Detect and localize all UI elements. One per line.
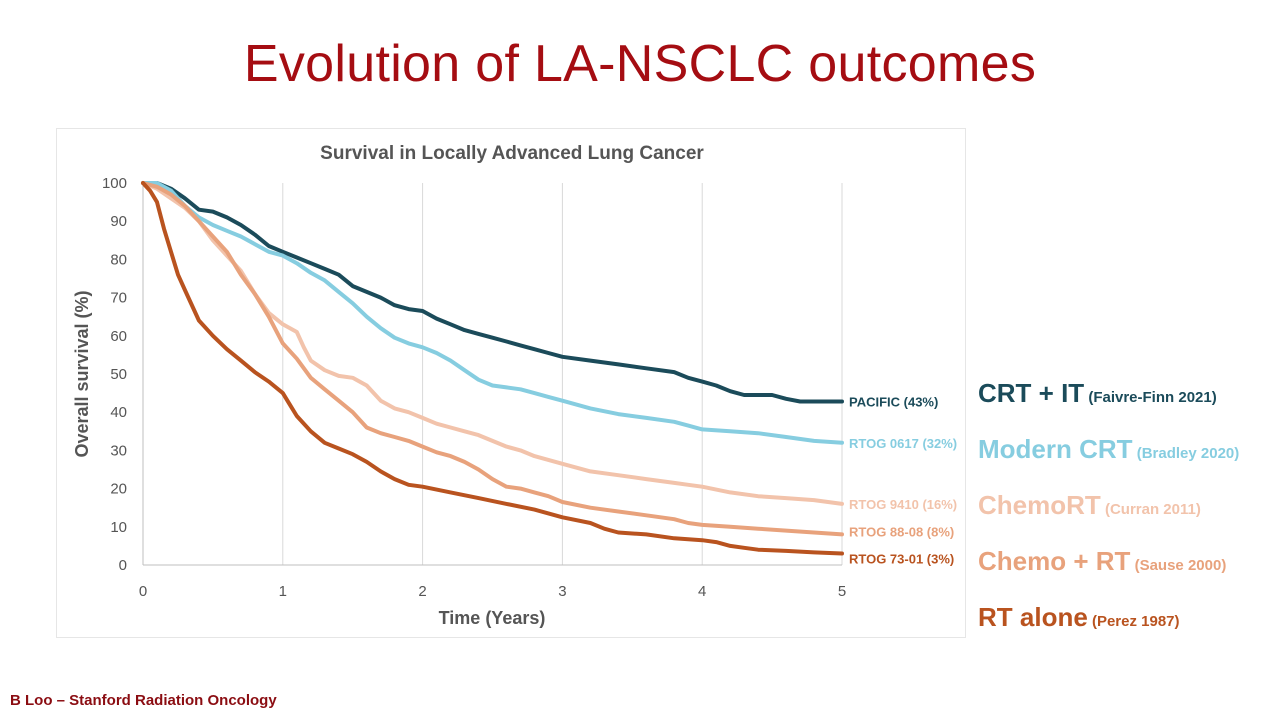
legend-item-citation: (Faivre-Finn 2021) [1084,389,1217,406]
series-end-label: RTOG 73-01 (3%) [849,552,954,567]
series-line-rtog-73-01-3 [141,181,844,556]
y-tick-label: 50 [110,366,127,383]
series-lines [141,181,844,556]
legend-item-citation: (Sause 2000) [1130,557,1227,574]
x-tick-label: 4 [698,583,706,600]
legend-item-label: ChemoRT [978,490,1101,520]
y-tick-label: 10 [110,519,127,536]
chart-panel: Survival in Locally Advanced Lung Cancer… [56,128,966,638]
y-tick-label: 90 [110,213,127,230]
survival-chart: Survival in Locally Advanced Lung Cancer… [72,143,957,628]
y-tick-label: 70 [110,290,127,307]
x-axis-label: Time (Years) [439,608,546,628]
series-line-pacific-43 [141,181,844,404]
y-tick-label: 80 [110,251,127,268]
legend-item-citation: (Curran 2011) [1100,501,1201,518]
legend-item: Modern CRT (Bradley 2020) [978,434,1239,465]
series-line-rtog-0617-32 [141,181,844,445]
x-tick-label: 2 [418,583,426,600]
series-end-label: RTOG 88-08 (8%) [849,524,954,539]
legend-item: Chemo + RT (Sause 2000) [978,546,1226,577]
legend-item-label: CRT + IT [978,378,1085,408]
chart-title: Survival in Locally Advanced Lung Cancer [320,143,704,164]
y-tick-label: 40 [110,404,127,421]
y-tick-label: 0 [119,557,127,574]
legend-item: CRT + IT (Faivre-Finn 2021) [978,378,1217,409]
legend-item: ChemoRT (Curran 2011) [978,490,1201,521]
legend-item-label: Modern CRT [978,434,1133,464]
series-end-label: RTOG 9410 (16%) [849,497,957,512]
slide-title: Evolution of LA-NSCLC outcomes [243,35,1037,93]
series-end-labels: PACIFIC (43%) RTOG 0617 (32%) RTOG 9410 (1… [849,395,957,567]
y-tick-label: 100 [102,175,127,192]
y-axis-label: Overall survival (%) [72,290,92,457]
legend-item-label: Chemo + RT [978,546,1131,576]
x-tick-label: 3 [558,583,566,600]
y-tick-label: 60 [110,328,127,345]
legend-item: RT alone (Perez 1987) [978,602,1180,633]
y-tick-label: 30 [110,442,127,459]
series-end-label: RTOG 0617 (32%) [849,436,957,451]
y-tick-label: 20 [110,481,127,498]
series-line-rtog-88-08-8 [141,181,844,537]
legend-item-citation: (Perez 1987) [1087,613,1180,630]
grid-lines [282,183,843,565]
footer-credit: B Loo – Stanford Radiation Oncology [10,692,277,709]
series-end-label: PACIFIC (43%) [849,395,938,410]
x-tick-label: 0 [139,583,147,600]
legend-item-label: RT alone [978,602,1088,632]
x-tick-label: 1 [279,583,287,600]
x-tick-label: 5 [838,583,846,600]
legend-item-citation: (Bradley 2020) [1132,445,1240,462]
